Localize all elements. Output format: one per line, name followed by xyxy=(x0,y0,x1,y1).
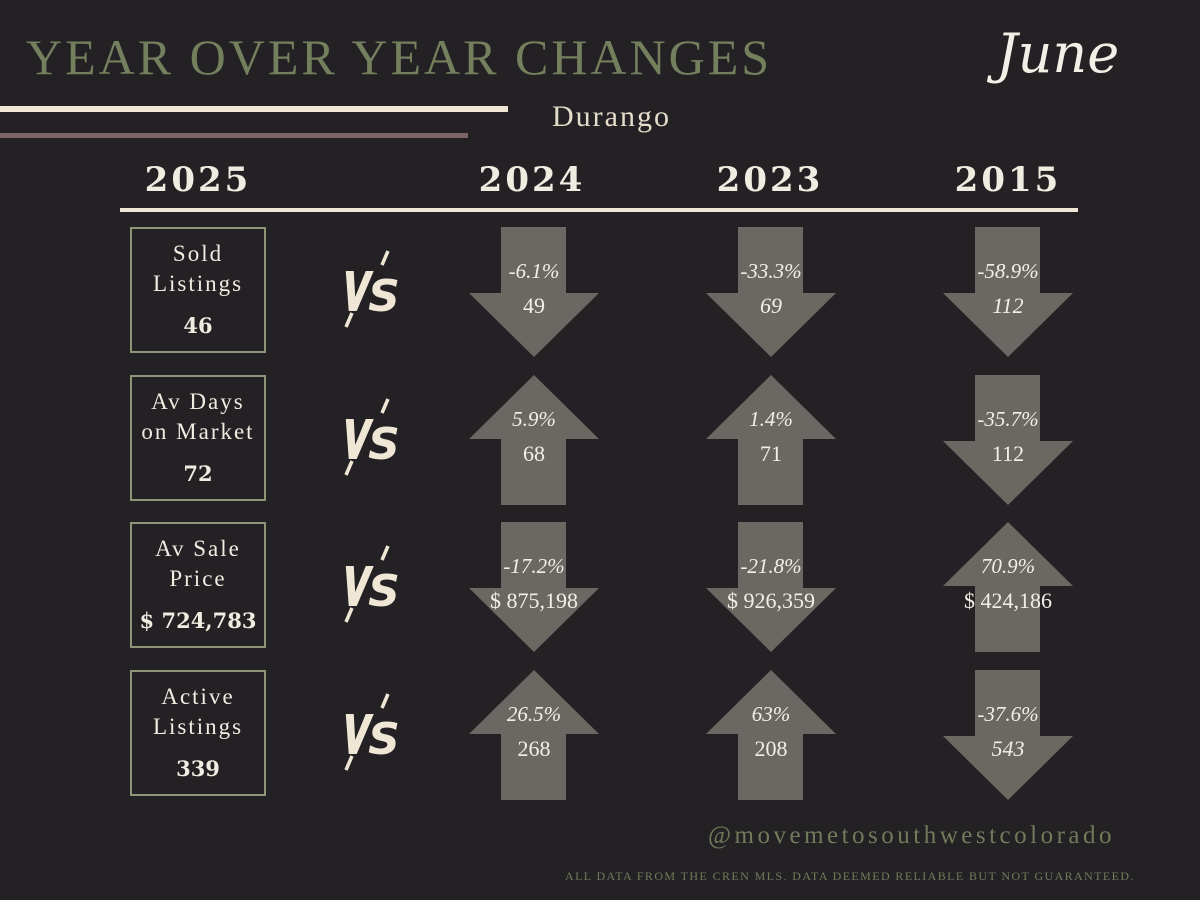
percent-change: -17.2% xyxy=(503,554,565,578)
data-disclaimer: ALL DATA FROM THE CREN MLS. DATA DEEMED … xyxy=(565,869,1135,883)
vs-icon: S xyxy=(338,247,402,335)
metric-label-line: Av Days xyxy=(151,389,245,414)
comparison-value: $ 424,186 xyxy=(964,588,1052,613)
svg-text:S: S xyxy=(368,271,400,322)
metric-current-value: $ 724,783 xyxy=(139,608,257,633)
vs-icon: S xyxy=(338,542,402,630)
arrow-up-icon: 26.5% 268 xyxy=(469,670,599,800)
arrow-down-icon: -17.2% $ 875,198 xyxy=(469,522,599,652)
year-current: 2025 xyxy=(144,160,252,200)
header-divider-mauve xyxy=(0,133,468,138)
metric-box: Sold Listings 46 xyxy=(130,227,266,353)
svg-text:S: S xyxy=(368,419,400,470)
metric-label-line: on Market xyxy=(141,419,255,444)
comparison-value: $ 926,359 xyxy=(727,588,815,613)
percent-change: 1.4% xyxy=(749,407,793,431)
percent-change: -58.9% xyxy=(977,259,1039,283)
percent-change: -35.7% xyxy=(977,407,1039,431)
arrow-down-icon: -6.1% 49 xyxy=(469,227,599,357)
percent-change: 26.5% xyxy=(506,702,562,726)
month-label: June xyxy=(996,22,1120,85)
header-divider-cream xyxy=(0,106,508,112)
metric-box: Av Sale Price $ 724,783 xyxy=(130,522,266,648)
metric-label-line: Listings xyxy=(152,271,244,296)
metric-label: Av Sale Price xyxy=(128,534,268,594)
percent-change: -6.1% xyxy=(508,259,560,283)
svg-text:S: S xyxy=(368,714,400,765)
comparison-value: 543 xyxy=(991,736,1025,761)
percent-change: -33.3% xyxy=(740,259,802,283)
arrow-down-icon: -37.6% 543 xyxy=(943,670,1073,800)
svg-text:S: S xyxy=(368,566,400,617)
page-title: YEAR OVER YEAR CHANGES xyxy=(26,29,773,85)
comparison-value: 71 xyxy=(760,441,782,466)
metric-current-value: 72 xyxy=(183,461,213,486)
metric-label-line: Listings xyxy=(152,714,244,739)
year-compare-3: 2015 xyxy=(954,160,1062,200)
metric-label-line: Price xyxy=(169,566,227,591)
year-header-divider xyxy=(120,208,1078,212)
vs-icon: S xyxy=(338,690,402,778)
year-compare-1: 2024 xyxy=(478,160,586,200)
comparison-value: 69 xyxy=(760,293,782,318)
metric-label-line: Av Sale xyxy=(155,536,241,561)
percent-change: -37.6% xyxy=(977,702,1039,726)
metric-label-line: Active xyxy=(161,684,235,709)
percent-change: 63% xyxy=(751,702,791,726)
arrow-up-icon: 1.4% 71 xyxy=(706,375,836,505)
vs-icon: S xyxy=(338,395,402,483)
metric-current-value: 46 xyxy=(183,313,213,338)
comparison-value: 112 xyxy=(992,293,1024,318)
comparison-value: 208 xyxy=(754,736,788,761)
metric-box: Active Listings 339 xyxy=(130,670,266,796)
comparison-value: $ 875,198 xyxy=(490,588,578,613)
comparison-value: 49 xyxy=(523,293,545,318)
metric-current-value: 339 xyxy=(176,756,220,781)
percent-change: 5.9% xyxy=(512,407,556,431)
metric-label-line: Sold xyxy=(172,241,224,266)
metric-label: Active Listings xyxy=(128,682,268,742)
percent-change: -21.8% xyxy=(740,554,802,578)
comparison-value: 112 xyxy=(991,441,1025,466)
metric-box: Av Days on Market 72 xyxy=(130,375,266,501)
arrow-down-icon: -58.9% 112 xyxy=(943,227,1073,357)
comparison-value: 68 xyxy=(523,441,545,466)
arrow-down-icon: -21.8% $ 926,359 xyxy=(706,522,836,652)
social-handle: @movemetosouthwestcolorado xyxy=(708,822,1116,849)
arrow-up-icon: 5.9% 68 xyxy=(469,375,599,505)
metric-label: Av Days on Market xyxy=(128,387,268,447)
city-label: Durango xyxy=(552,100,671,133)
arrow-down-icon: -33.3% 69 xyxy=(706,227,836,357)
metric-label: Sold Listings xyxy=(128,239,268,299)
year-compare-2: 2023 xyxy=(716,160,824,200)
percent-change: 70.9% xyxy=(980,554,1036,578)
arrow-up-icon: 63% 208 xyxy=(706,670,836,800)
arrow-down-icon: -35.7% 112 xyxy=(943,375,1073,505)
comparison-value: 268 xyxy=(517,736,551,761)
arrow-up-icon: 70.9% $ 424,186 xyxy=(943,522,1073,652)
